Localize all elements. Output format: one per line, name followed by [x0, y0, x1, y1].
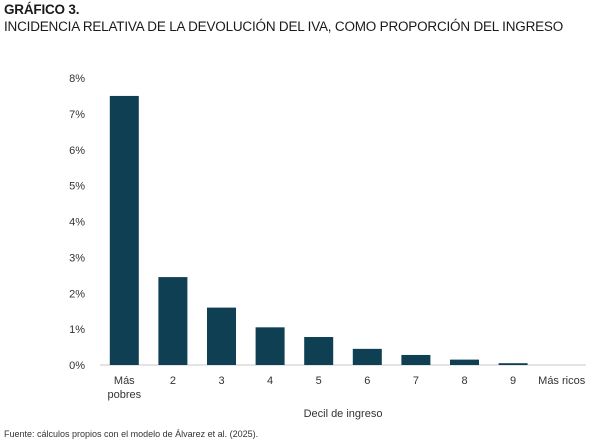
- bar: [304, 337, 334, 365]
- figure-title: INCIDENCIA RELATIVA DE LA DEVOLUCIÓN DEL…: [4, 19, 564, 34]
- x-axis: Más pobres 2 3 4 5 6 7 8 9 Más ricos: [107, 375, 585, 401]
- x-tick-label: 7: [413, 375, 419, 387]
- bar: [109, 95, 139, 365]
- x-tick-label: Más: [114, 375, 135, 387]
- bar: [352, 348, 382, 365]
- x-tick-label: 2: [170, 375, 176, 387]
- bar: [255, 327, 285, 365]
- x-tick-label: 4: [267, 375, 273, 387]
- y-tick-label: 2%: [69, 288, 85, 300]
- y-tick-label: 1%: [69, 324, 85, 336]
- x-axis-title: Decil de ingreso: [304, 408, 383, 420]
- x-tick-label: 8: [461, 375, 467, 387]
- x-tick-label: 3: [218, 375, 224, 387]
- x-tick-label: 6: [364, 375, 370, 387]
- bar: [450, 359, 479, 365]
- bar: [207, 307, 236, 365]
- figure-label: GRÁFICO 3.: [4, 2, 80, 17]
- x-tick-label: 9: [510, 375, 516, 387]
- x-tick-label: Más ricos: [538, 375, 586, 387]
- y-tick-label: 8%: [69, 73, 85, 85]
- y-tick-label: 6%: [69, 145, 85, 157]
- y-tick-label: 0%: [69, 360, 85, 372]
- bar: [401, 354, 431, 365]
- bar: [498, 363, 528, 365]
- y-tick-label: 5%: [69, 181, 85, 193]
- y-tick-label: 7%: [69, 109, 85, 121]
- source-note: Fuente: cálculos propios con el modelo d…: [4, 429, 259, 439]
- bar: [158, 277, 188, 365]
- bars: [109, 95, 528, 365]
- y-axis: 0% 1% 2% 3% 4% 5% 6% 7% 8%: [69, 73, 85, 372]
- x-tick-label: 5: [316, 375, 322, 387]
- x-tick-label: pobres: [107, 389, 141, 401]
- y-tick-label: 4%: [69, 217, 85, 229]
- y-tick-label: 3%: [69, 252, 85, 264]
